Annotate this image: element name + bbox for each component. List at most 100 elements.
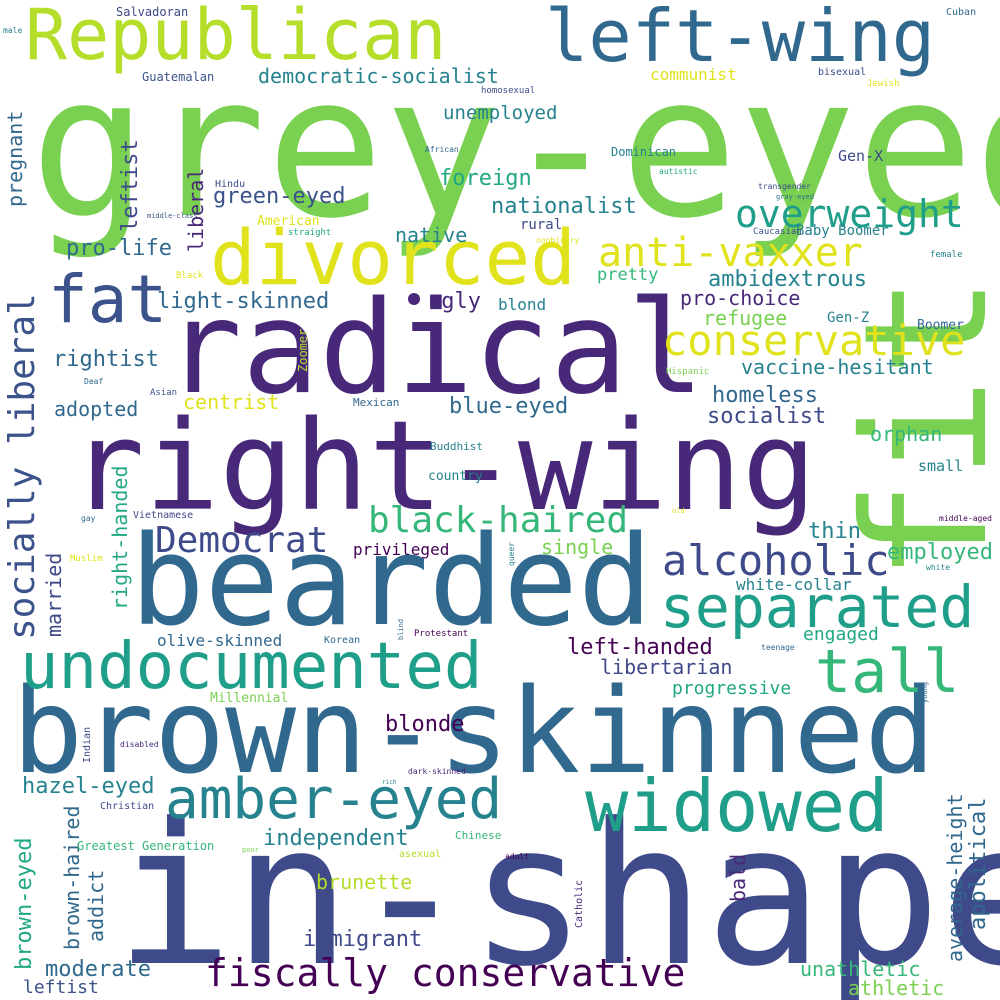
word-chinese: Chinese (455, 829, 502, 842)
word-left-wing: left-wing (545, 0, 936, 78)
word-light-skinned: light-skinned (157, 289, 330, 314)
word-right-wing: right-wing (70, 395, 817, 539)
word-hindu: Hindu (215, 179, 246, 190)
word-middle-aged: middle-aged (939, 514, 992, 523)
word-brown-eyed: brown-eyed (12, 837, 37, 970)
word-salvadoran: Salvadoran (116, 5, 189, 19)
word-pregnant: pregnant (3, 110, 27, 207)
word-independent: independent (263, 826, 409, 851)
word-greatest-generation: Greatest Generation (77, 839, 215, 853)
word-asian: Asian (150, 388, 178, 398)
word-homosexual: homosexual (481, 86, 536, 96)
word-millennial: Millennial (210, 691, 289, 706)
word-leftist: leftist (118, 139, 143, 232)
word-transgender: transgender (758, 182, 811, 191)
word-employed: employed (887, 540, 993, 565)
word-ambidextrous: ambidextrous (708, 267, 867, 292)
word-queer: queer (507, 541, 516, 566)
word-asexual: asexual (399, 849, 442, 860)
word-rich: rich (382, 779, 397, 786)
word-widowed: widowed (585, 764, 889, 848)
word-american: American (257, 214, 320, 229)
word-married: married (42, 552, 66, 637)
word-liberal: liberal (184, 167, 208, 252)
word-socialist: socialist (707, 404, 827, 429)
word-old: old (672, 507, 685, 515)
word-alcoholic: alcoholic (662, 536, 890, 585)
word-overweight: overweight (735, 192, 964, 236)
word-mexican: Mexican (353, 396, 400, 409)
word-adopted: adopted (54, 397, 139, 421)
word-unathletic: unathletic (800, 957, 921, 981)
word-caucasian: Caucasian (753, 227, 802, 237)
word-gay: gay (81, 514, 96, 523)
word-catholic: Catholic (574, 879, 585, 928)
word-native: native (395, 223, 468, 247)
word-homeless: homeless (712, 383, 818, 408)
word-gen-z: Gen-Z (827, 310, 870, 326)
word-engaged: engaged (803, 624, 879, 645)
word-bisexual: bisexual (818, 67, 867, 78)
word-refugee: refugee (703, 306, 788, 330)
word-baby-boomer: Baby Boomer (796, 223, 889, 239)
word-grey-eyed: grey-eyed (30, 34, 1000, 262)
word-fat: fat (48, 261, 168, 338)
word-addict: addict (84, 869, 108, 942)
word-amber-eyed: amber-eyed (165, 767, 503, 832)
word-communist: communist (650, 65, 737, 84)
word-socially-liberal: socially liberal (2, 293, 43, 640)
word-hazel-eyed: hazel-eyed (22, 774, 155, 799)
word-single: single (541, 535, 614, 559)
word-divorced: divorced (210, 213, 577, 302)
word-country: country (428, 469, 483, 484)
word-brown-skinned: brown-skinned (12, 662, 936, 800)
word-middle-class: middle-class (147, 212, 198, 220)
word-hispanic: Hispanic (666, 367, 710, 377)
word-white-collar: white-collar (736, 575, 852, 594)
word-rightist: rightist (53, 347, 159, 372)
word-black-haired: black-haired (368, 500, 629, 541)
word-blind: blind (397, 618, 405, 640)
word-pretty: pretty (597, 265, 659, 285)
word-straight: straight (288, 228, 332, 238)
word-muslim: Muslim (70, 554, 103, 564)
word-buddhist: Buddhist (430, 440, 483, 453)
word-anti-vaxxer: anti-vaxxer (598, 230, 863, 276)
word-moderate: moderate (45, 957, 151, 982)
word-christian: Christian (100, 801, 155, 812)
word-immigrant: immigrant (303, 927, 423, 952)
word-dark-skinned: dark-skinned (408, 767, 466, 776)
word-black: Black (176, 271, 204, 281)
word-rural: rural (520, 217, 563, 233)
word-teenage: teenage (761, 643, 795, 652)
word-fiscally-conservative: fiscally conservative (205, 951, 686, 995)
word-blue-eyed: blue-eyed (449, 394, 569, 419)
word-vaccine-hesitant: vaccine-hesitant (741, 355, 934, 379)
word-apolitical: apolitical (966, 797, 991, 930)
word-nonbinary: nonbinary (536, 236, 580, 245)
dot-mark (408, 293, 420, 305)
word-foreign: foreign (439, 166, 532, 191)
word-young: young (921, 681, 929, 703)
word-white: white (926, 563, 951, 572)
word-pro-choice: pro-choice (680, 286, 801, 310)
word-libertarian: libertarian (600, 655, 733, 679)
word-bearded: bearded (130, 510, 653, 654)
word-jewish: Jewish (867, 79, 900, 89)
word-pro-life: pro-life (66, 236, 172, 261)
word-democrat: Democrat (155, 520, 329, 561)
word-tall: tall (815, 637, 960, 707)
word-in-shape: in-shape (115, 782, 1000, 1000)
word-blond: blond (498, 295, 547, 314)
word-cuban: Cuban (946, 7, 977, 18)
word-disabled: disabled (120, 740, 159, 749)
word-nationalist: nationalist (491, 194, 637, 219)
word-left-handed: left-handed (567, 635, 713, 660)
word-undocumented: undocumented (20, 630, 483, 704)
word-average-height: average-height (943, 793, 967, 962)
word-underprivileged: leftist (23, 977, 99, 998)
word-dominican: Dominican (611, 145, 677, 159)
word-unemployed: unemployed (443, 102, 558, 124)
word-male: male (3, 26, 23, 35)
word-ugly: ugly (428, 289, 481, 314)
